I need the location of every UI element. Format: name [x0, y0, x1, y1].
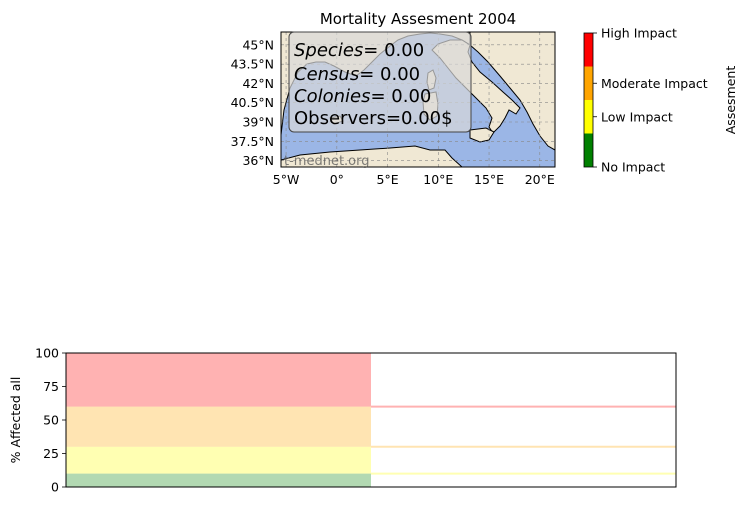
- map-lat-tick-6: 36°N: [242, 153, 274, 168]
- bar-ytick-label-4: 100: [35, 346, 59, 361]
- colorbar-tick-label-1: Low Impact: [601, 109, 673, 124]
- watermark: t-mednet.org: [284, 154, 370, 169]
- map-lat-tick-2: 42°N: [242, 76, 274, 91]
- stats-observers: Observers=0.00$: [294, 108, 453, 129]
- map-lon-tick-3: 10°E: [423, 172, 453, 187]
- bar-band-2: [66, 406, 371, 447]
- stats-species: Species= 0.00: [294, 40, 424, 61]
- map-lon-tick-4: 15°E: [474, 172, 504, 187]
- colorbar-tick-label-2: Moderate Impact: [601, 76, 708, 91]
- bar-band-1: [66, 446, 371, 474]
- stats-box: [288, 31, 472, 133]
- map-lat-tick-4: 39°N: [242, 115, 274, 130]
- map-lon-tick-2: 5°E: [377, 172, 399, 187]
- map-panel: Mortality Assesment 2004 5°W 0° 5°E 10°E 15°…: [231, 10, 556, 187]
- bar-yticks: 0 25 50 75 100: [35, 346, 66, 495]
- colorbar-tick-label-0: No Impact: [601, 160, 665, 175]
- bar-panel: 0 25 50 75 100 % Affected all: [8, 346, 677, 495]
- bar-band-3: [66, 353, 371, 407]
- colorbar-segment-3: [584, 33, 593, 67]
- map-lon-tick-5: 20°E: [525, 172, 555, 187]
- colorbar-segment-2: [584, 66, 593, 100]
- map-ticks: 5°W 0° 5°E 10°E 15°E 20°E 45°N 43.5°N 42°N 40.5°N…: [231, 37, 555, 187]
- colorbar-segment-0: [584, 133, 593, 167]
- bar-band-0: [66, 473, 371, 487]
- map-title: Mortality Assesment 2004: [320, 10, 516, 28]
- land-africa: [281, 145, 463, 167]
- map-lat-tick-0: 45°N: [242, 37, 274, 52]
- land-balkans: [469, 32, 555, 151]
- bar-bands: [66, 353, 676, 487]
- colorbar-frame: [583, 32, 594, 168]
- colorbar-segment-1: [584, 100, 593, 134]
- bar-ytick-label-0: 0: [51, 480, 59, 495]
- bar-ytick-label-2: 50: [43, 413, 59, 428]
- stats-census: Census= 0.00: [294, 64, 420, 85]
- bar-ylabel: % Affected all: [8, 377, 23, 464]
- map-lon-tick-0: 5°W: [273, 172, 300, 187]
- colorbar-label: Assesment: [723, 66, 738, 135]
- map-lat-tick-5: 37.5°N: [231, 134, 274, 149]
- stats-colonies: Colonies= 0.00: [294, 86, 431, 107]
- map-lon-tick-1: 0°: [330, 172, 344, 187]
- bar-ytick-label-3: 75: [43, 379, 59, 394]
- map-lat-tick-3: 40.5°N: [231, 95, 274, 110]
- colorbar-tick-label-3: High Impact: [601, 26, 677, 41]
- colorbar: No Impact Low Impact Moderate Impact High I…: [583, 26, 708, 175]
- bar-ytick-label-1: 25: [43, 446, 59, 461]
- map-lat-tick-1: 43.5°N: [231, 57, 274, 72]
